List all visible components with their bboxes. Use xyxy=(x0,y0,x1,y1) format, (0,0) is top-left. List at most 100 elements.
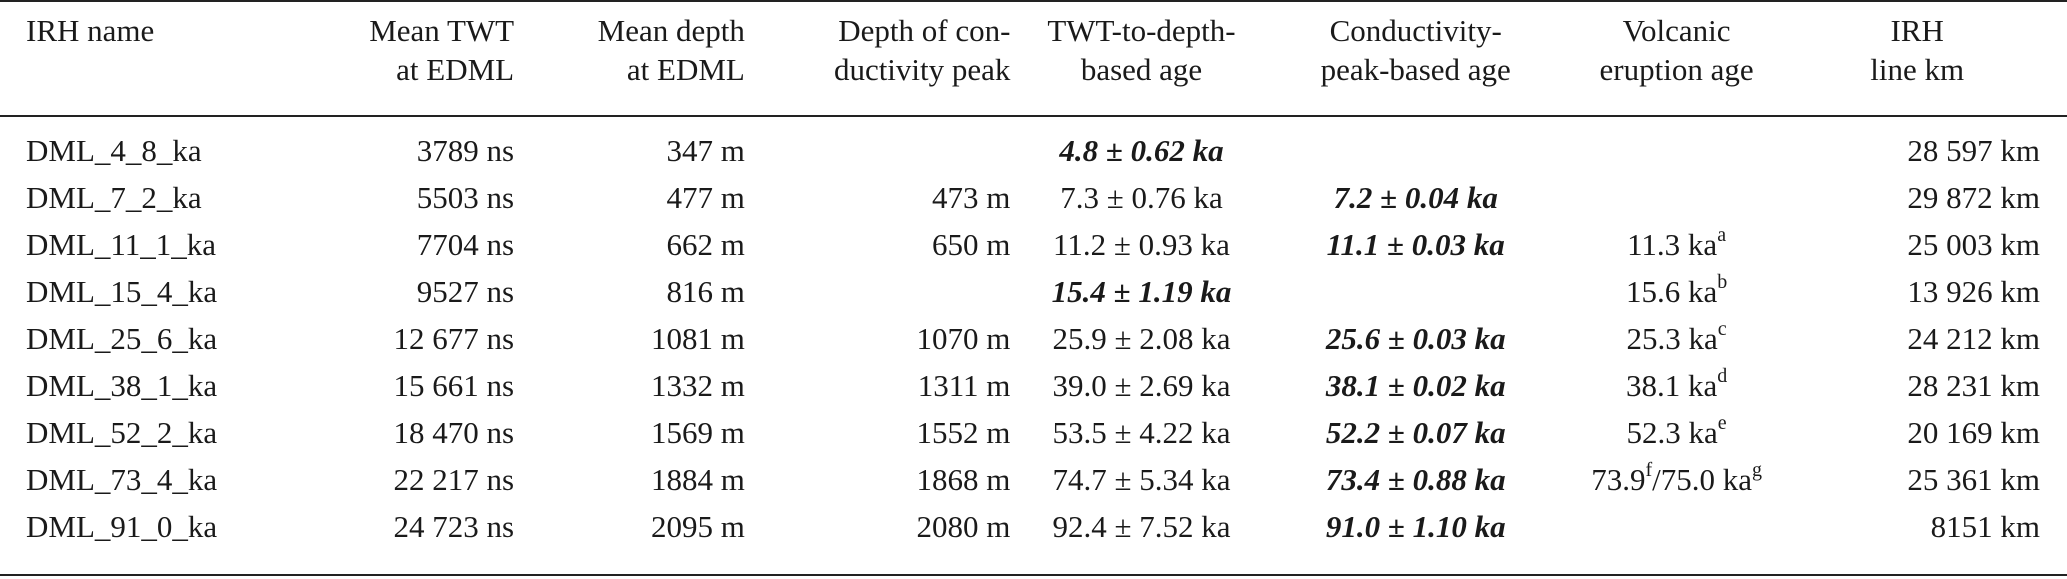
cell-line-km: 25 003 km xyxy=(1907,227,2040,262)
volcanic-age-footnote: e xyxy=(1717,411,1727,434)
cell-mean-depth: 2095 m xyxy=(651,509,745,544)
cell-twt-age: 4.8 ± 0.62 ka xyxy=(1059,133,1224,168)
cell-twt-age: 11.2 ± 0.93 ka xyxy=(1053,227,1230,262)
header-line: TWT-to-depth- xyxy=(1047,13,1236,48)
cell-volcanic-age xyxy=(1559,174,1794,221)
header-line: IRH xyxy=(1890,13,1944,48)
cell-irh-name: DML_25_6_ka xyxy=(26,321,218,356)
header-line-km: IRH line km xyxy=(1794,0,2067,117)
cell-mean-depth: 1332 m xyxy=(651,368,745,403)
cell-conductivity-age xyxy=(1273,268,1559,315)
cell-mean-twt: 22 217 ns xyxy=(393,462,515,497)
cell-volcanic-age: 38.1 kad xyxy=(1559,362,1794,409)
cell-conductivity-depth: 1868 m xyxy=(916,462,1011,497)
cell-mean-twt: 7704 ns xyxy=(416,227,515,262)
header-line: Mean depth xyxy=(597,13,745,48)
cell-line-km: 8151 km xyxy=(1930,509,2040,544)
header-conductivity-age: Conductivity-peak-based age xyxy=(1273,0,1559,117)
volcanic-age-value-alt: /75.0 ka xyxy=(1652,462,1752,497)
cell-twt-age: 92.4 ± 7.52 ka xyxy=(1052,509,1231,544)
header-line: Conductivity- xyxy=(1329,13,1502,48)
table-body: DML_4_8_ka 3789 ns 347 m 4.8 ± 0.62 ka 28 59… xyxy=(0,117,2067,550)
header-line: Mean TWT xyxy=(369,13,515,48)
cell-mean-depth: 1569 m xyxy=(651,415,745,450)
volcanic-age-footnote: d xyxy=(1717,364,1728,387)
cell-irh-name: DML_91_0_ka xyxy=(26,509,218,544)
table-row: DML_11_1_ka 7704 ns 662 m 650 m 11.2 ± 0.93 … xyxy=(0,221,2067,268)
header-line: at EDML xyxy=(626,52,745,87)
cell-mean-twt: 12 677 ns xyxy=(393,321,515,356)
header-mean-depth: Mean depth at EDML xyxy=(514,0,745,117)
cell-irh-name: DML_15_4_ka xyxy=(26,274,218,309)
cell-irh-name: DML_38_1_ka xyxy=(26,368,218,403)
header-line: Volcanic xyxy=(1622,13,1731,48)
cell-line-km: 20 169 km xyxy=(1907,415,2040,450)
cell-conductivity-depth xyxy=(745,117,1011,174)
cell-mean-depth: 477 m xyxy=(666,180,745,215)
header-line: Depth of con- xyxy=(838,13,1011,48)
header-twt-age: TWT-to-depth-based age xyxy=(1010,0,1272,117)
cell-twt-age: 39.0 ± 2.69 ka xyxy=(1052,368,1231,403)
header-irh-name: IRH name xyxy=(0,0,293,117)
header-row: IRH name Mean TWT at EDML Mean depth at ED… xyxy=(0,0,2067,117)
cell-conductivity-age: 7.2 ± 0.04 ka xyxy=(1333,180,1498,215)
cell-line-km: 28 597 km xyxy=(1907,133,2040,168)
cell-mean-depth: 1081 m xyxy=(651,321,745,356)
table-row: DML_73_4_ka 22 217 ns 1884 m 1868 m 74.7 ± 5… xyxy=(0,456,2067,503)
header-line: eruption age xyxy=(1599,52,1754,87)
volcanic-age-footnote-alt: g xyxy=(1751,458,1762,481)
cell-irh-name: DML_11_1_ka xyxy=(26,227,216,262)
cell-conductivity-age: 91.0 ± 1.10 ka xyxy=(1325,509,1506,544)
cell-mean-twt: 24 723 ns xyxy=(393,509,515,544)
table-bottom-rule xyxy=(0,574,2067,576)
cell-twt-age: 15.4 ± 1.19 ka xyxy=(1051,274,1232,309)
volcanic-age-footnote: a xyxy=(1717,223,1727,246)
table-row: DML_52_2_ka 18 470 ns 1569 m 1552 m 53.5 ± 4… xyxy=(0,409,2067,456)
cell-irh-name: DML_7_2_ka xyxy=(26,180,202,215)
cell-conductivity-depth: 473 m xyxy=(932,180,1011,215)
cell-mean-twt: 9527 ns xyxy=(416,274,515,309)
volcanic-age-value: 11.3 ka xyxy=(1627,227,1718,262)
cell-conductivity-depth: 1311 m xyxy=(917,368,1011,403)
volcanic-age-value: 52.3 ka xyxy=(1626,415,1718,450)
volcanic-age-value: 38.1 ka xyxy=(1625,368,1718,403)
cell-line-km: 13 926 km xyxy=(1907,274,2040,309)
table-header: IRH name Mean TWT at EDML Mean depth at ED… xyxy=(0,0,2067,117)
table-top-rule xyxy=(0,0,2067,2)
header-line: peak-based age xyxy=(1320,52,1511,87)
cell-volcanic-age xyxy=(1559,117,1794,174)
cell-irh-name: DML_73_4_ka xyxy=(26,462,218,497)
cell-conductivity-depth: 650 m xyxy=(932,227,1011,262)
cell-mean-depth: 816 m xyxy=(666,274,745,309)
header-volcanic-age: Volcanic eruption age xyxy=(1559,0,1794,117)
volcanic-age-value: 25.3 ka xyxy=(1626,321,1718,356)
volcanic-age-value: 73.9 xyxy=(1591,462,1646,497)
cell-line-km: 24 212 km xyxy=(1907,321,2040,356)
cell-volcanic-age: 25.3 kac xyxy=(1559,315,1794,362)
cell-line-km: 28 231 km xyxy=(1907,368,2040,403)
header-conductivity-depth: Depth of con-ductivity peak xyxy=(745,0,1011,117)
cell-mean-twt: 15 661 ns xyxy=(393,368,515,403)
header-line: at EDML xyxy=(396,52,515,87)
volcanic-age-footnote: c xyxy=(1717,317,1727,340)
table-row: DML_91_0_ka 24 723 ns 2095 m 2080 m 92.4 ± 7… xyxy=(0,503,2067,550)
table-row: DML_4_8_ka 3789 ns 347 m 4.8 ± 0.62 ka 28 59… xyxy=(0,117,2067,174)
cell-irh-name: DML_4_8_ka xyxy=(26,133,202,168)
table-row: DML_38_1_ka 15 661 ns 1332 m 1311 m 39.0 ± 2… xyxy=(0,362,2067,409)
cell-conductivity-age: 52.2 ± 0.07 ka xyxy=(1325,415,1506,450)
cell-twt-age: 53.5 ± 4.22 ka xyxy=(1052,415,1231,450)
cell-twt-age: 25.9 ± 2.08 ka xyxy=(1052,321,1231,356)
cell-mean-depth: 662 m xyxy=(666,227,745,262)
cell-conductivity-depth: 1070 m xyxy=(916,321,1011,356)
cell-volcanic-age: 52.3 kae xyxy=(1559,409,1794,456)
table-row: DML_15_4_ka 9527 ns 816 m 15.4 ± 1.19 ka 15.… xyxy=(0,268,2067,315)
cell-conductivity-age: 73.4 ± 0.88 ka xyxy=(1325,462,1506,497)
volcanic-age-footnote: f xyxy=(1645,458,1653,481)
volcanic-age-footnote: b xyxy=(1717,270,1728,293)
irh-table: IRH name Mean TWT at EDML Mean depth at ED… xyxy=(0,0,2067,550)
cell-conductivity-depth: 1552 m xyxy=(916,415,1011,450)
cell-mean-twt: 18 470 ns xyxy=(393,415,515,450)
table-header-rule xyxy=(0,115,2067,117)
header-line: based age xyxy=(1080,52,1203,87)
